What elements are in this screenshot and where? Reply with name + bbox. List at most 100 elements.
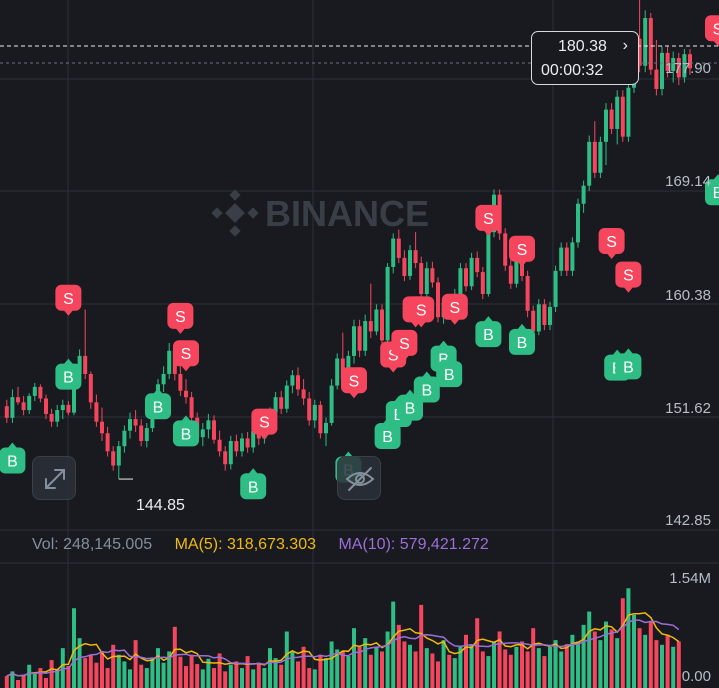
sell-marker: S xyxy=(475,204,502,236)
volume-bar xyxy=(100,651,104,688)
sell-marker-pointer xyxy=(175,327,186,334)
candle-body xyxy=(184,390,188,398)
candle-body xyxy=(284,385,289,409)
sell-marker: S xyxy=(173,340,199,372)
candle-body xyxy=(273,397,278,413)
volume-bar xyxy=(324,658,328,688)
candle-body xyxy=(396,238,401,258)
volume-bar xyxy=(536,648,541,688)
buy-marker-badge xyxy=(0,447,26,474)
volume-bar xyxy=(206,658,211,688)
candle-body xyxy=(581,185,586,204)
candle-body xyxy=(279,397,284,409)
candle-body xyxy=(128,419,132,431)
volume-bar xyxy=(469,644,474,688)
candle-body xyxy=(189,397,194,418)
candle-body xyxy=(49,413,54,422)
candle-body xyxy=(296,375,300,390)
volume-bar xyxy=(508,654,513,688)
volume-bar xyxy=(189,654,194,688)
volume-bar xyxy=(665,634,670,688)
trade-marker-label: B xyxy=(517,335,528,352)
buy-marker-badge xyxy=(374,422,401,449)
candle-body xyxy=(587,141,592,186)
trade-marker-label: S xyxy=(175,309,186,326)
buy-marker-pointer xyxy=(438,340,449,347)
candle-body xyxy=(352,326,356,356)
sell-marker-pointer xyxy=(388,366,399,373)
sell-marker: S xyxy=(598,228,625,260)
trade-marker-label: S xyxy=(517,242,528,259)
buy-marker-pointer xyxy=(153,388,163,395)
sell-marker: S xyxy=(55,284,82,316)
candle-body xyxy=(318,404,323,434)
sell-marker-badge xyxy=(408,296,435,323)
candle-body xyxy=(380,309,384,341)
volume-axis-max: 1.54M xyxy=(669,570,711,587)
candle-body xyxy=(223,451,228,465)
buy-marker-pointer xyxy=(483,316,494,323)
volume-bar xyxy=(514,646,519,688)
volume-bar xyxy=(592,631,597,688)
trade-marker-label: S xyxy=(63,291,74,308)
chevron-right-icon: › xyxy=(622,37,628,54)
candle-body xyxy=(598,141,603,173)
trade-marker-label: S xyxy=(606,234,617,251)
volume-bar xyxy=(284,631,289,688)
fullscreen-button[interactable] xyxy=(32,456,76,500)
candle-body xyxy=(536,304,541,332)
buy-marker-pointer xyxy=(405,389,415,396)
buy-marker-pointer xyxy=(343,451,354,458)
volume-bar xyxy=(262,668,267,688)
buy-marker-badge xyxy=(705,179,719,206)
candle-body xyxy=(665,52,670,71)
candle-body xyxy=(88,373,93,403)
trade-marker-label: B xyxy=(63,370,74,387)
sell-marker: S xyxy=(391,329,418,361)
volume-bar xyxy=(587,611,592,688)
candle-body xyxy=(503,233,508,266)
volume-bar xyxy=(419,604,424,688)
volume-bar xyxy=(660,644,664,688)
volume-bar xyxy=(16,680,20,688)
candle-body xyxy=(217,439,222,452)
volume-bar xyxy=(604,621,608,688)
candle-body xyxy=(27,395,32,411)
sell-marker-badge xyxy=(615,261,642,288)
candle-body xyxy=(592,141,597,173)
volume-bar xyxy=(542,656,547,688)
candle-body xyxy=(178,373,183,391)
candle-body xyxy=(83,355,88,374)
trade-marker-label: S xyxy=(449,300,460,317)
volume-bar xyxy=(626,588,631,688)
candle-body xyxy=(55,410,60,422)
sell-marker-pointer xyxy=(483,229,494,236)
volume-bar xyxy=(139,664,144,688)
volume-bar xyxy=(441,640,446,688)
volume-bar xyxy=(464,634,468,688)
sell-marker-badge xyxy=(55,284,82,311)
last-price: 180.38 xyxy=(558,38,607,55)
volume-bar xyxy=(133,640,138,688)
candle-body xyxy=(682,54,687,78)
volume-bar xyxy=(391,601,396,688)
buy-marker: B xyxy=(0,442,26,474)
volume-bar xyxy=(598,640,603,688)
volume-bar xyxy=(301,646,306,688)
hide-markers-button[interactable] xyxy=(337,456,381,500)
candle-body xyxy=(559,247,564,271)
volume-bar xyxy=(144,668,149,688)
candle-body xyxy=(620,96,625,137)
buy-marker: B xyxy=(145,388,171,420)
volume-bar xyxy=(559,651,564,688)
candle-body xyxy=(290,375,295,386)
candle-body xyxy=(688,54,692,69)
volume-bar xyxy=(200,669,205,688)
buy-marker-pointer xyxy=(63,358,74,365)
candle-body xyxy=(144,428,149,442)
trade-marker-label: S xyxy=(623,268,634,285)
candle-body xyxy=(676,58,681,78)
last-price-tag[interactable]: 180.38 › 00:00:32 xyxy=(531,31,639,85)
volume-bar xyxy=(352,628,356,688)
